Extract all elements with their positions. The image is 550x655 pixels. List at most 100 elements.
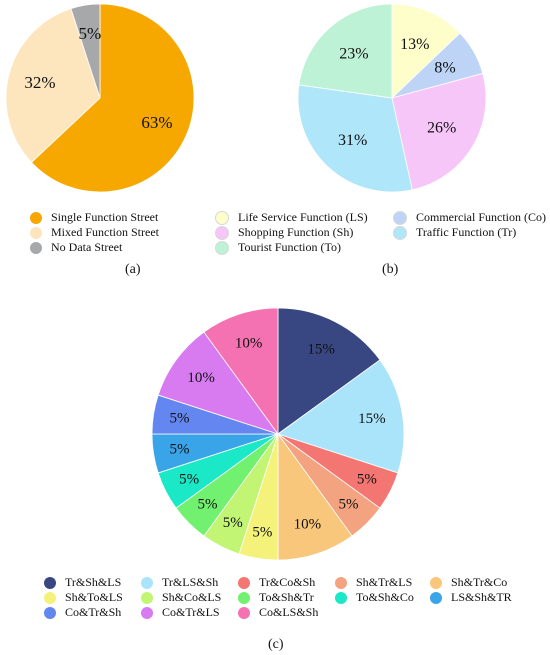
slice-label: 5%: [357, 471, 377, 487]
legend-label: Co&LS&Sh: [259, 605, 319, 619]
legend-item-a-0: Single Function Street: [30, 210, 158, 225]
legend-item-c-8: To&Sh&Co: [335, 590, 414, 605]
legend-label: Sh&To&LS: [65, 590, 123, 604]
pie-chart-c: 15% 15% 5% 5% 10% 5% 5% 5% 5% 5% 5% 10% 10%: [151, 307, 405, 561]
legend-item-b-2: Shopping Function (Sh): [215, 225, 353, 240]
legend-swatch: [430, 576, 442, 589]
legend-label: Tr&Sh&LS: [65, 575, 122, 589]
legend-item-c-1: Tr&LS&Sh: [141, 575, 218, 590]
legend-item-a-2: No Data Street: [30, 240, 122, 255]
legend-swatch: [215, 210, 229, 225]
legend-swatch: [141, 576, 153, 589]
pie-slice: [277, 432, 353, 561]
legend-item-c-5: Sh&To&LS: [44, 590, 123, 605]
slice-label: 5%: [78, 24, 101, 43]
pie-slice: [277, 359, 405, 474]
legend-label: Traffic Function (Tr): [416, 225, 517, 239]
legend-label: Mixed Function Street: [51, 225, 159, 239]
legend-label: Sh&Tr&LS: [356, 575, 413, 589]
slice-label: 15%: [358, 411, 386, 427]
legend-item-c-9: LS&Sh&TR: [430, 590, 512, 605]
legend-item-a-1: Mixed Function Street: [30, 225, 159, 240]
legend-swatch: [215, 240, 229, 255]
panel-c: 15% 15% 5% 5% 10% 5% 5% 5% 5% 5% 5% 10% 10% Tr&Sh&LS…: [0, 300, 550, 655]
panel-a: 63% 32% 5% Single Function Street Mixed Fu…: [0, 0, 275, 280]
pie-slice: [157, 331, 280, 435]
slice-label: 5%: [223, 515, 243, 531]
pie-slice: [30, 3, 195, 193]
pie-slice: [5, 8, 101, 163]
pie-chart-a: 63% 32% 5%: [5, 3, 195, 193]
slice-label: 63%: [141, 113, 172, 132]
legend-label: Tr&LS&Sh: [162, 575, 219, 589]
legend-b: Life Service Function (LS) Commercial Fu…: [215, 210, 550, 260]
legend-item-b-1: Commercial Function (Co): [393, 210, 546, 225]
slice-label: 5%: [169, 442, 189, 458]
legend-a: Single Function Street Mixed Function St…: [30, 210, 270, 260]
legend-swatch: [30, 211, 42, 224]
slice-label: 10%: [235, 336, 263, 352]
slice-label: 5%: [169, 410, 189, 426]
legend-label: Co&Tr&Sh: [65, 605, 122, 619]
legend-label: Co&Tr&LS: [162, 605, 220, 619]
legend-swatch: [44, 576, 56, 589]
legend-swatch: [238, 576, 250, 589]
legend-item-b-0: Life Service Function (LS): [215, 210, 368, 225]
legend-swatch: [335, 591, 347, 604]
slice-label: 26%: [427, 120, 456, 137]
slice-label: 8%: [434, 60, 455, 77]
legend-label: Shopping Function (Sh): [238, 225, 354, 239]
legend-swatch: [44, 606, 56, 619]
slice-label: 31%: [338, 132, 367, 149]
legend-item-c-4: Sh&Tr&Co: [430, 575, 507, 590]
legend-swatch: [335, 576, 347, 589]
legend-item-c-10: Co&Tr&Sh: [44, 605, 121, 620]
caption-c: (c): [268, 637, 284, 652]
legend-label: Sh&Tr&Co: [451, 575, 508, 589]
pie-slice: [391, 3, 461, 99]
slice-label: 10%: [294, 516, 322, 532]
slice-label: 23%: [339, 46, 368, 63]
pie-slice: [277, 307, 381, 435]
legend-swatch: [30, 226, 42, 239]
caption-a: (a): [125, 262, 141, 277]
slice-label: 15%: [307, 341, 335, 357]
pie-slice: [298, 3, 393, 99]
legend-label: To&Sh&Tr: [259, 590, 314, 604]
legend-label: LS&Sh&TR: [451, 590, 512, 604]
legend-swatch: [44, 591, 56, 604]
slice-label: 10%: [187, 370, 215, 386]
legend-item-c-3: Sh&Tr&LS: [335, 575, 412, 590]
pie-slice: [391, 72, 487, 191]
legend-label: No Data Street: [51, 240, 123, 254]
legend-label: Single Function Street: [51, 210, 159, 224]
slice-label: 5%: [339, 497, 359, 513]
legend-swatch: [30, 241, 42, 254]
slice-label: 5%: [252, 525, 272, 541]
panel-b: 13% 8% 26% 31% 23% Life Service Function (LS…: [215, 0, 550, 280]
caption-b: (b): [382, 262, 399, 277]
legend-swatch: [238, 606, 250, 619]
slice-label: 5%: [179, 471, 199, 487]
legend-item-c-0: Tr&Sh&LS: [44, 575, 121, 590]
legend-item-b-4: Tourist Function (To): [215, 240, 341, 255]
legend-item-b-3: Traffic Function (Tr): [393, 225, 516, 240]
slice-label: 13%: [400, 36, 429, 53]
legend-swatch: [430, 591, 442, 604]
legend-item-c-2: Tr&Co&Sh: [238, 575, 315, 590]
legend-swatch: [393, 210, 407, 225]
pie-slice: [297, 84, 413, 193]
legend-swatch: [238, 591, 250, 604]
legend-swatch: [141, 591, 153, 604]
legend-label: Tourist Function (To): [238, 240, 341, 254]
pie-slice: [203, 307, 279, 436]
pie-chart-b: 13% 8% 26% 31% 23%: [297, 3, 487, 193]
legend-label: Tr&Co&Sh: [259, 575, 316, 589]
legend-label: To&Sh&Co: [356, 590, 414, 604]
pie-slice: [70, 3, 101, 99]
legend-label: Life Service Function (LS): [238, 210, 368, 224]
slice-label: 32%: [24, 73, 55, 92]
legend-item-c-11: Co&Tr&LS: [141, 605, 220, 620]
legend-item-c-12: Co&LS&Sh: [238, 605, 318, 620]
legend-swatch: [141, 606, 153, 619]
